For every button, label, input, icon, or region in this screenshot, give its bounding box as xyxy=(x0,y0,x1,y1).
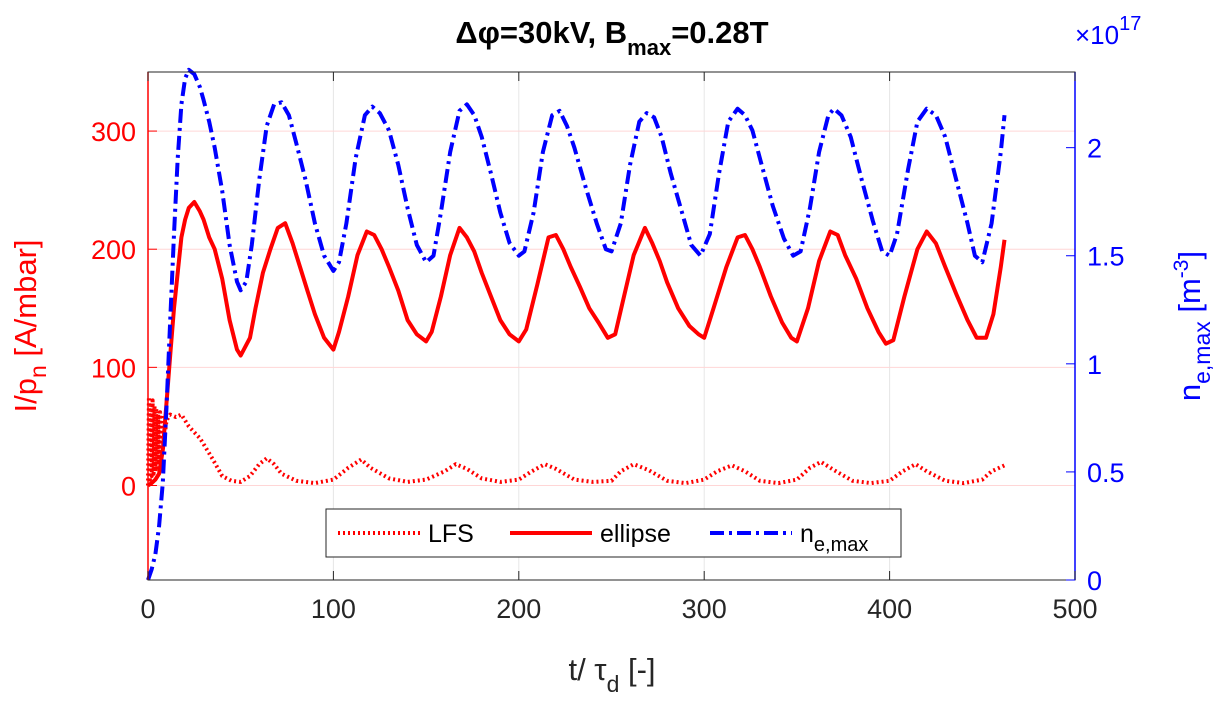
y-right-tick-label: 2 xyxy=(1087,134,1102,164)
y-right-tick-label: 1 xyxy=(1087,350,1102,380)
y-left-tick-label: 200 xyxy=(91,235,136,265)
x-label-suffix: [-] xyxy=(619,652,655,687)
x-label-main: t/ τ xyxy=(568,652,606,687)
multiplier-exponent: 17 xyxy=(1119,13,1141,35)
x-tick-label: 500 xyxy=(1052,594,1097,624)
y-left-tick-label: 300 xyxy=(91,117,136,147)
y-left-label-main: I/p xyxy=(8,378,43,412)
y-left-tick-labels: 0 100 200 300 xyxy=(91,117,136,501)
legend-label-ne-max: ne,max xyxy=(800,520,868,556)
legend-label-lfs: LFS xyxy=(428,520,474,548)
series-layer xyxy=(146,67,1007,581)
y-right-tick-label: 0 xyxy=(1087,566,1102,596)
series-line-ellipse xyxy=(146,200,1007,488)
y-right-tick-labels: 0 0.5 1 1.5 2 xyxy=(1087,134,1125,596)
multiplier-base: ×10 xyxy=(1075,20,1119,50)
y-right-label-suffix: [m xyxy=(1172,278,1207,321)
x-tick-label: 200 xyxy=(496,594,541,624)
plot-area xyxy=(146,67,1076,581)
chart-title: Δφ=30kV, Bmax=0.28T xyxy=(455,15,768,60)
x-label-subscript: d xyxy=(607,671,620,697)
y-left-label-subscript: n xyxy=(25,365,51,378)
legend: LFS ellipse ne,max xyxy=(325,508,902,558)
y-right-tick-label: 0.5 xyxy=(1087,458,1125,488)
x-tick-label: 400 xyxy=(867,594,912,624)
right-axis-multiplier: ×1017 xyxy=(1075,13,1141,50)
x-tick-label: 300 xyxy=(682,594,727,624)
x-tick-label: 100 xyxy=(311,594,356,624)
series-line-lfs xyxy=(146,394,1006,486)
y-right-axis-label: ne,max [m-3] xyxy=(1170,251,1215,401)
y-right-tick-label: 1.5 xyxy=(1087,242,1125,272)
title-subscript: max xyxy=(627,35,672,60)
y-right-label-close: ] xyxy=(1172,251,1207,260)
x-tick-labels: 0 100 200 300 400 500 xyxy=(140,594,1097,624)
series-line-n-e-max xyxy=(146,67,1007,581)
title-suffix: =0.28T xyxy=(671,15,768,50)
y-right-label-superscript: -3 xyxy=(1170,259,1193,278)
legend-ne-subscript: e,max xyxy=(814,534,868,556)
y-right-label-main: n xyxy=(1172,384,1207,401)
y-left-axis-label: I/pn [A/mbar] xyxy=(8,239,51,412)
y-left-tick-label: 100 xyxy=(91,353,136,383)
x-axis-label: t/ τd [-] xyxy=(568,652,655,697)
x-tick-label: 0 xyxy=(140,594,155,624)
legend-box xyxy=(325,508,902,558)
legend-ne-main: n xyxy=(800,520,814,548)
legend-label-ellipse: ellipse xyxy=(600,520,671,548)
y-left-tick-label: 0 xyxy=(121,471,136,501)
y-left-label-suffix: [A/mbar] xyxy=(8,239,43,365)
title-prefix: Δφ=30kV, B xyxy=(455,15,627,50)
tick-marks xyxy=(147,72,1076,581)
y-right-label-subscript: e,max xyxy=(1189,321,1215,384)
plot-background xyxy=(148,72,1075,580)
